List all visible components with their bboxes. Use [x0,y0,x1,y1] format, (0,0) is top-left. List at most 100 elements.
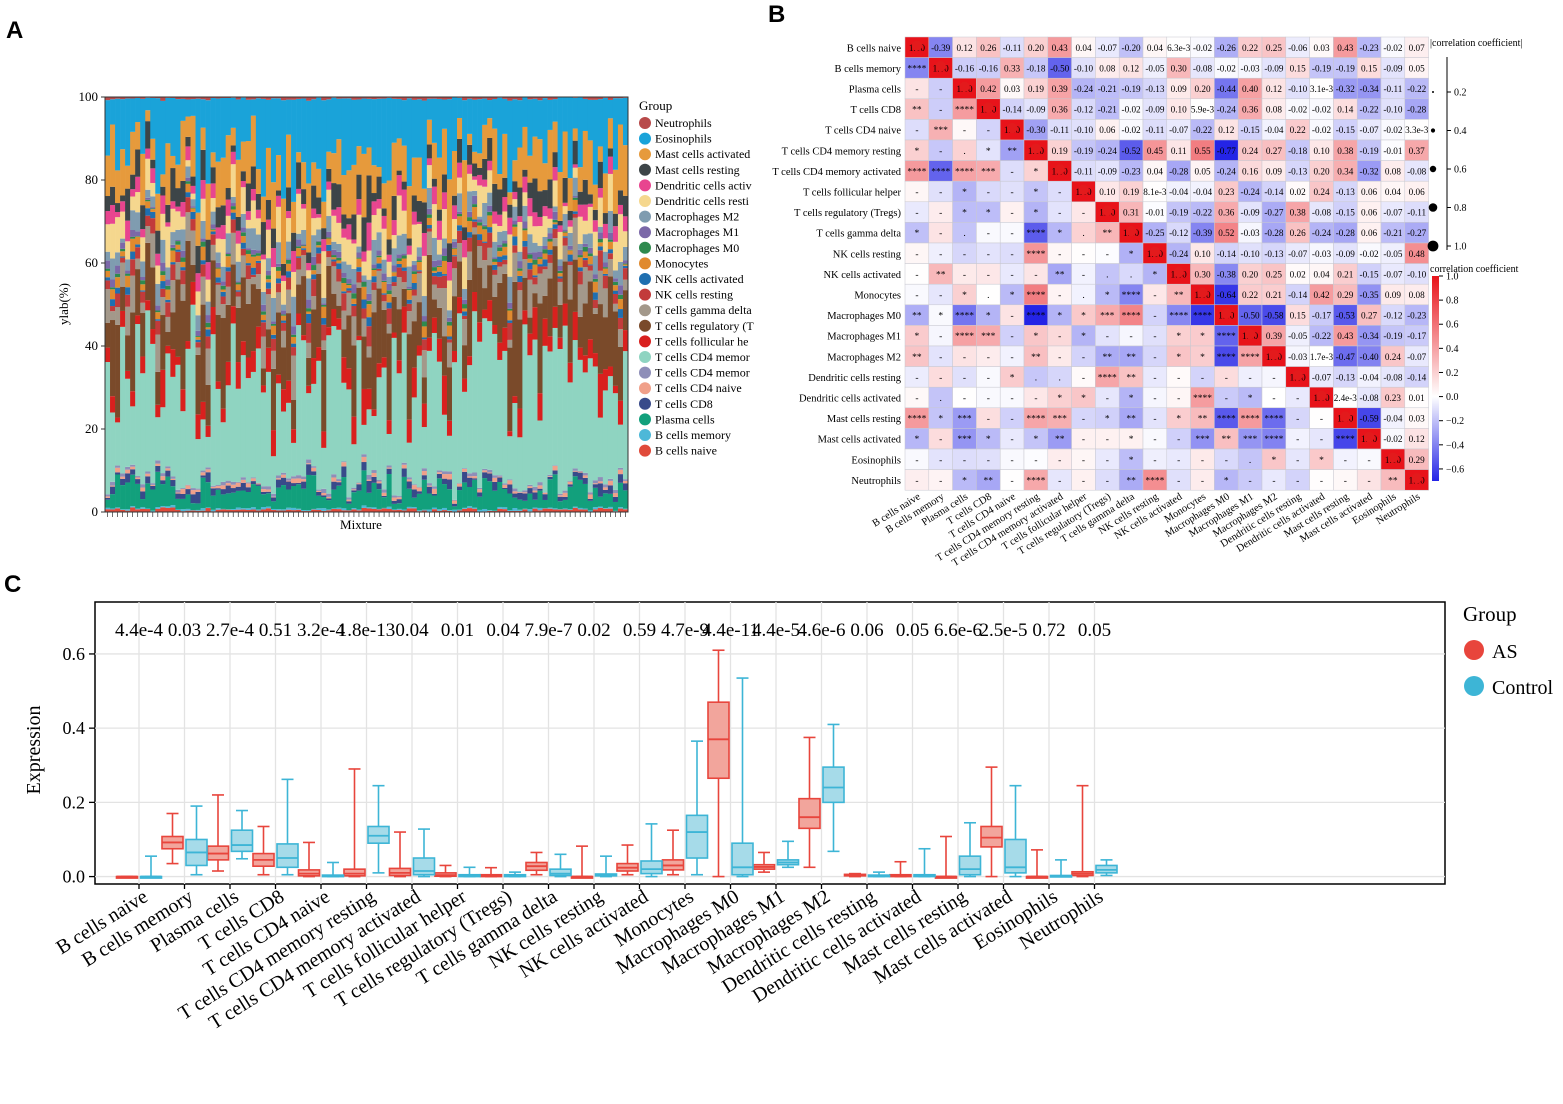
bar-segment [200,241,206,247]
bar-segment [577,257,584,268]
bar-segment [230,196,237,204]
bar-segment [527,488,533,494]
bar-segment [275,475,282,479]
bar-segment [446,280,453,311]
significance-mark: - [939,229,942,239]
bar-segment [587,97,594,100]
bar-segment [105,224,111,252]
bar-segment [612,213,619,227]
bar-segment [482,472,488,479]
bar-segment [411,195,418,212]
bar-segment [235,281,242,283]
bar-segment [557,304,563,338]
bar-segment [597,188,604,198]
bar-segment [336,281,342,306]
bar-segment [592,231,599,256]
diagonal-dot [935,61,946,72]
bar-segment [115,203,121,213]
bar-segment [351,214,357,240]
correlation-value: 0.27 [1266,146,1282,156]
bar-segment [406,508,413,512]
correlation-value: -0.44 [1217,84,1237,94]
bar-segment [421,468,428,472]
bar-segment [607,148,614,157]
correlation-value: 0.24 [1313,187,1329,197]
bar-segment [165,353,171,467]
bar-segment [120,251,126,257]
significance-mark: * [1010,291,1015,301]
bar-segment [105,507,111,510]
legend-swatch [639,257,651,270]
bar-segment [235,97,242,100]
significance-mark: * [1224,476,1229,486]
bar-segment [140,98,146,154]
bar-segment [160,473,166,477]
bar-segment [537,510,543,512]
bar-segment [567,245,573,250]
bar-segment [431,204,438,238]
legend-swatch [639,319,651,332]
bar-segment [331,249,337,256]
bar-segment [557,501,563,510]
bar-segment [557,278,563,282]
bar-segment [552,222,558,225]
bar-segment [341,97,347,99]
bar-segment [547,129,553,180]
bar-segment [552,219,558,223]
bar-segment [492,211,498,224]
bar-segment [441,260,448,275]
bar-segment [270,496,277,498]
bar-segment [572,476,579,507]
bar-segment [185,494,191,509]
bar-segment [351,305,357,317]
bar-segment [472,234,478,293]
significance-mark: - [1082,435,1085,445]
bar-segment [210,306,216,335]
bar-segment [235,261,242,282]
bar-segment [602,484,609,488]
size-legend-label: 1.0 [1454,242,1467,253]
bar-segment [351,243,357,269]
bar-segment [346,98,352,171]
bar-segment [326,500,332,510]
bar-segment [130,210,136,230]
bar-segment [155,253,161,266]
bar-segment [532,178,538,213]
bar-segment [577,204,584,217]
bar-segment [270,98,277,183]
bar-segment [482,508,488,512]
significance-mark: * [915,229,920,239]
bar-segment [451,97,458,152]
bar-segment [567,261,573,266]
bar-segment [517,187,523,217]
bar-segment [180,120,186,181]
bar-segment [351,164,357,215]
significance-mark: - [915,250,918,260]
row-label: B cells naive [847,43,902,54]
bar-segment [115,472,121,475]
correlation-value: 0.19 [1028,84,1044,94]
bar-segment [331,266,337,294]
bar-segment [296,313,302,326]
significance-mark: - [915,373,918,383]
bar-segment [512,396,518,403]
correlation-value: 0.08 [1266,105,1282,115]
significance-mark: - [1249,373,1252,383]
bar-segment [150,208,156,210]
bar-segment [286,258,292,260]
bar-segment [457,243,463,262]
colorbar-tick-label: 0.6 [1446,320,1459,331]
bar-segment [617,261,624,286]
bar-segment [125,335,131,371]
correlation-value: 0.10 [1313,146,1329,156]
bar-segment [522,246,528,260]
bar-segment [467,217,473,222]
bar-segment [105,97,111,101]
bar-segment [125,287,131,295]
bar-segment [356,335,362,341]
bar-segment [286,259,292,264]
bar-segment [462,288,468,300]
bar-segment [240,97,247,142]
bar-segment [441,248,448,256]
bar-segment [301,162,307,190]
